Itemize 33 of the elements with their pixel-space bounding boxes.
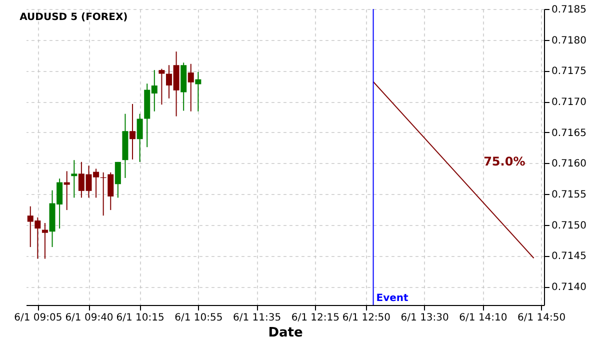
candlestick xyxy=(130,103,136,160)
candlestick xyxy=(195,71,202,112)
x-tick-label: 6/1 12:15 xyxy=(291,312,340,324)
y-tick-label: 0.7140 xyxy=(552,282,586,293)
x-tick-label: 6/1 12:50 xyxy=(342,312,391,324)
y-tick-label: 0.7160 xyxy=(552,158,586,170)
x-tick-label: 6/1 09:40 xyxy=(65,312,114,324)
y-tick-label: 0.7145 xyxy=(552,251,586,262)
y-tick-label: 0.7155 xyxy=(552,190,586,200)
candlestick xyxy=(158,68,165,106)
chart-title: AUDUSD 5 (FOREX) xyxy=(20,12,128,23)
y-tick-label: 0.7165 xyxy=(552,128,586,139)
x-tick-label: 6/1 09:05 xyxy=(14,312,62,324)
y-tick-label: 0.7185 xyxy=(552,4,586,16)
y-tick-label: 0.7180 xyxy=(552,35,586,46)
candlestick xyxy=(136,113,143,162)
x-tick-label: 6/1 14:10 xyxy=(459,312,508,324)
y-tick-label: 0.7170 xyxy=(552,97,586,108)
candlestick xyxy=(188,63,194,112)
y-tick-label: 0.7150 xyxy=(552,220,586,232)
candlestick xyxy=(64,170,70,211)
x-tick-label: 6/1 10:55 xyxy=(174,312,223,324)
ref-line-label: Event xyxy=(376,293,409,304)
y-tick-label: 0.7175 xyxy=(552,66,586,78)
x-axis-title: Date xyxy=(268,326,303,340)
x-tick-label: 6/1 11:35 xyxy=(233,312,282,324)
x-tick-label: 6/1 14:50 xyxy=(518,312,566,324)
candlestick xyxy=(71,160,78,198)
candlestick xyxy=(114,161,121,198)
x-tick-label: 6/1 10:15 xyxy=(116,312,164,324)
x-tick-label: 6/1 13:30 xyxy=(400,312,449,324)
candlestick xyxy=(42,222,48,260)
annotation: 75.0% xyxy=(484,154,526,169)
